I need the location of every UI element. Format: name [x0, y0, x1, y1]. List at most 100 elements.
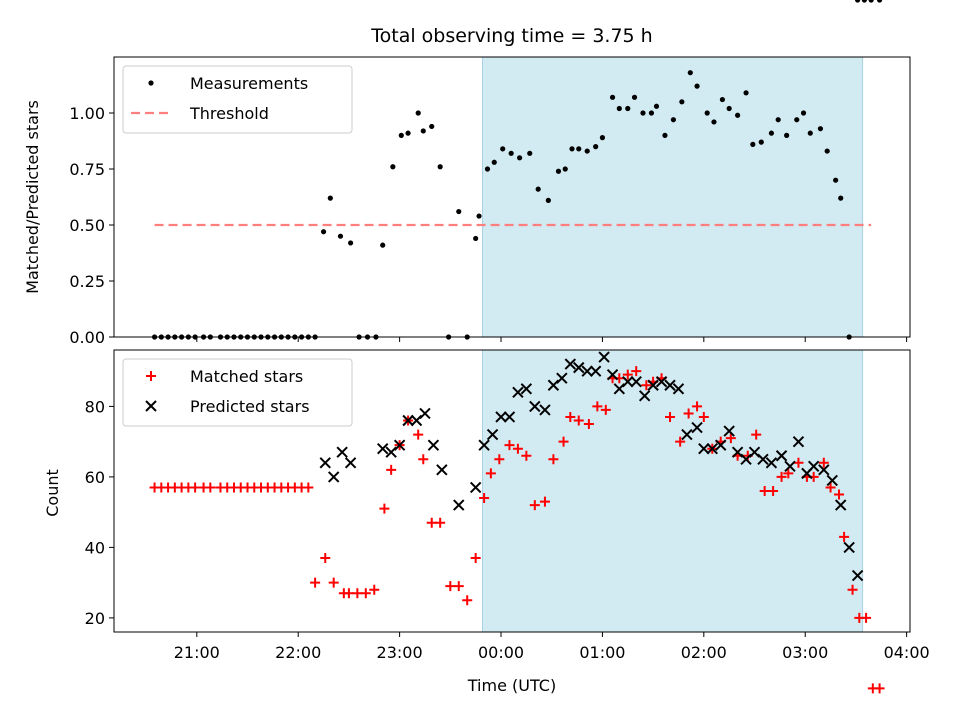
predicted-stars-point — [792, 435, 805, 448]
top-y-tick-label: 0.00 — [69, 328, 105, 347]
x-tick-label: 00:00 — [478, 643, 524, 662]
predicted-stars-point — [598, 351, 610, 363]
measurement-point — [876, 0, 883, 3]
predicted-stars-point — [807, 460, 820, 473]
matched-stars-point — [494, 454, 505, 465]
measurement-point — [527, 150, 533, 156]
matched-stars-point — [343, 588, 354, 599]
x-tick-label: 02:00 — [681, 643, 727, 662]
matched-stars-point — [622, 369, 633, 380]
measurement-point — [750, 141, 756, 147]
measurement-point — [768, 130, 775, 136]
matched-stars-point — [874, 683, 885, 694]
legend-label: Matched stars — [190, 367, 303, 386]
measurement-point — [476, 213, 482, 219]
plot-layer: 0.00 0.25 0.50 0.75 1.00 Measurements Threshol… — [69, 0, 930, 694]
measurement-point — [327, 195, 333, 201]
legend-measurements-marker — [148, 80, 154, 86]
bottom-legend-box — [122, 358, 353, 427]
matched-stars-point — [768, 486, 779, 496]
matched-stars-point — [861, 612, 872, 623]
predicted-stars-point — [606, 368, 619, 381]
bottom-observing-window — [482, 349, 864, 633]
predicted-stars-point — [715, 439, 727, 451]
legend-matched-stars-marker — [146, 371, 156, 381]
predicted-stars-point — [436, 464, 448, 476]
predicted-stars-point — [427, 439, 440, 451]
legend-label: Predicted stars — [190, 397, 310, 416]
bottom-y-axis-label: Count — [43, 469, 62, 517]
matched-stars-point — [504, 440, 515, 451]
predicted-stars-point — [402, 414, 414, 427]
matched-stars-point — [583, 419, 594, 430]
predicted-stars-point — [589, 365, 602, 377]
predicted-stars-point — [757, 453, 769, 465]
matched-stars-point — [453, 581, 464, 592]
predicted-stars-point — [573, 361, 585, 374]
measurement-point — [599, 135, 606, 141]
predicted-stars-point — [655, 376, 668, 388]
top-y-tick-label: 1.00 — [69, 104, 105, 123]
predicted-stars-point — [672, 383, 685, 395]
bottom-y-tick-label: 40 — [85, 538, 105, 557]
measurement-point — [320, 229, 327, 235]
measurement-point — [662, 132, 668, 138]
measurement-point — [631, 94, 638, 100]
x-tick-label: 21:00 — [174, 643, 220, 662]
measurement-point — [616, 105, 622, 112]
measurement-point — [562, 166, 568, 172]
x-tick-label: 22:00 — [275, 643, 321, 662]
matched-stars-point — [759, 486, 770, 496]
matched-stars-point — [793, 457, 804, 468]
measurement-point — [491, 159, 497, 165]
matched-stars-point — [328, 577, 339, 588]
chart-title: Total observing time = 3.75 h — [370, 25, 652, 47]
predicted-stars-point — [843, 541, 855, 554]
measurement-point — [817, 126, 824, 132]
matched-stars-point — [847, 584, 858, 595]
matched-stars-point — [521, 450, 532, 461]
measurement-point — [794, 117, 800, 123]
predicted-stars-point — [486, 428, 499, 441]
measurement-point — [437, 164, 443, 170]
matched-stars-point — [558, 436, 569, 447]
matched-stars-point — [529, 500, 540, 511]
top-y-tick-label: 0.75 — [69, 160, 105, 179]
x-tick-label: 03:00 — [782, 643, 828, 662]
predicted-stars-point — [765, 457, 778, 469]
predicted-stars-point — [377, 442, 389, 455]
matched-stars-point — [512, 443, 523, 454]
predicted-stars-point — [826, 474, 838, 487]
predicted-stars-point — [344, 457, 357, 469]
measurement-point — [775, 117, 781, 123]
measurement-point — [625, 105, 631, 112]
matched-stars-point — [565, 411, 576, 422]
predicted-stars-point — [851, 569, 864, 582]
measurement-point — [545, 197, 551, 203]
measurement-point — [861, 0, 867, 3]
matched-stars-point — [303, 482, 314, 493]
x-tick-label: 23:00 — [377, 643, 423, 662]
predicted-stars-point — [503, 411, 516, 423]
measurement-point — [694, 83, 700, 89]
measurement-point — [711, 119, 717, 125]
predicted-stars-point — [835, 499, 847, 511]
matched-stars-point — [379, 503, 390, 514]
predicted-stars-point — [723, 425, 735, 437]
matched-stars-point — [548, 454, 559, 465]
predicted-stars-point — [539, 404, 551, 416]
predicted-stars-point — [319, 457, 331, 469]
predicted-stars-point — [698, 442, 710, 455]
measurement-point — [390, 164, 396, 170]
matched-stars-point — [418, 454, 429, 465]
legend-predicted-stars-marker — [145, 400, 157, 412]
measurement-point — [855, 0, 861, 3]
measurement-point — [838, 195, 844, 201]
matched-stars-point — [776, 471, 787, 482]
matched-stars-point — [445, 581, 456, 592]
bottom-axes-frame — [113, 349, 911, 633]
predicted-stars-point — [556, 372, 568, 384]
matched-stars-point — [470, 552, 481, 563]
measurement-point — [420, 128, 426, 134]
measurement-point — [726, 105, 732, 112]
